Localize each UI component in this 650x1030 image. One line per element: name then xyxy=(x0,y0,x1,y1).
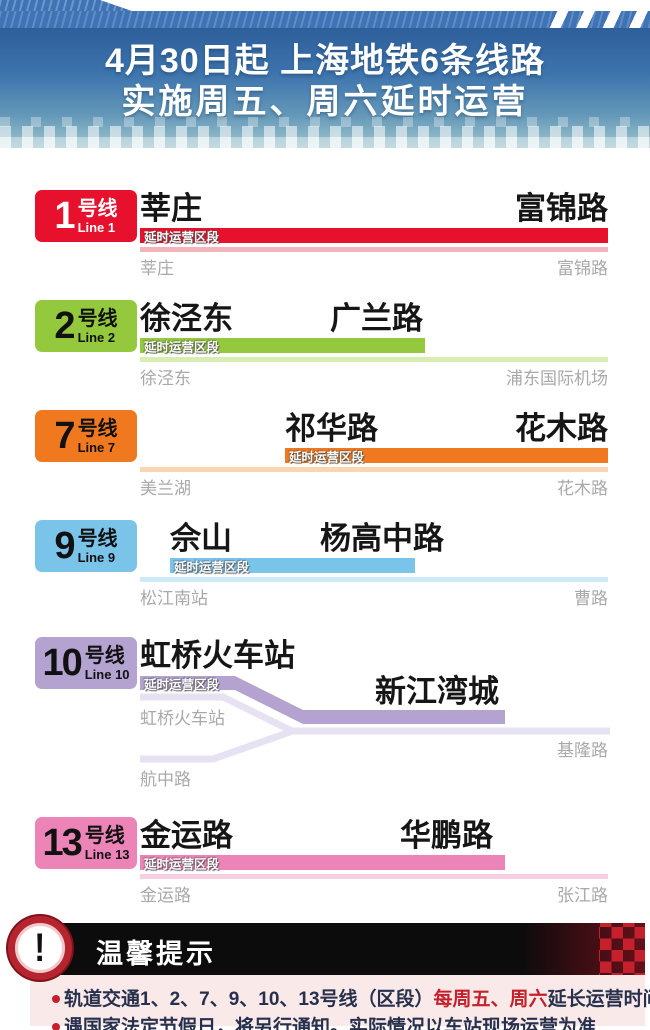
terminal-station: 华鹏路 xyxy=(400,818,493,853)
pixel-fade-row xyxy=(0,126,650,137)
line-suffix: 号线 xyxy=(77,527,118,550)
line-number: 9 xyxy=(54,525,75,567)
tips-header-bar: 温馨提示 xyxy=(30,923,645,975)
extended-segment-bar: 延时运营区段 xyxy=(140,338,425,354)
full-line-track xyxy=(140,577,608,582)
terminal-station: 富锦路 xyxy=(515,191,608,226)
line-number: 7 xyxy=(54,415,75,457)
line-10-section: 10 号线 Line 10 虹桥火车站 新江湾城 延时运营区段 虹桥火车站 基隆路… xyxy=(0,632,650,812)
segment-label: 延时运营区段 xyxy=(144,230,220,244)
terminal-station: 新江湾城 xyxy=(375,674,499,709)
line-endpoint: 美兰湖 xyxy=(140,479,191,498)
line-endpoint: 张江路 xyxy=(557,886,608,905)
segment-label: 延时运营区段 xyxy=(174,560,250,574)
line-7-section: 7 号线 Line 7 祁华路 花木路 延时运营区段 美兰湖 花木路 xyxy=(0,405,650,505)
line-endpoint: 莘庄 xyxy=(140,259,174,278)
header-gradient: 4月30日起 上海地铁6条线路 实施周五、周六延时运营 xyxy=(0,28,650,148)
terminal-station: 杨高中路 xyxy=(320,521,444,556)
line-13-section: 13 号线 Line 13 金运路 华鹏路 延时运营区段 金运路 张江路 xyxy=(0,812,650,912)
line-suffix: 号线 xyxy=(84,644,125,667)
terminal-station: 徐泾东 xyxy=(140,301,233,336)
line-endpoint: 虹桥火车站 xyxy=(140,709,225,728)
line-suffix: 号线 xyxy=(84,824,125,847)
line-suffix: 号线 xyxy=(77,417,118,440)
extended-segment-bar: 延时运营区段 xyxy=(170,558,415,574)
line-number: 13 xyxy=(42,822,82,864)
line-suffix: 号线 xyxy=(77,197,118,220)
tips-title: 温馨提示 xyxy=(96,939,216,969)
full-line-track xyxy=(140,467,608,472)
line-name-en: Line 13 xyxy=(84,846,130,862)
line-name-en: Line 9 xyxy=(77,549,116,565)
pixel-fade-row xyxy=(0,137,650,148)
line-endpoint: 徐泾东 xyxy=(140,369,191,388)
terminal-station: 佘山 xyxy=(170,521,232,556)
poster-title-line1: 4月30日起 上海地铁6条线路 xyxy=(104,42,546,80)
terminal-station: 莘庄 xyxy=(140,191,202,226)
line-endpoint: 曹路 xyxy=(574,589,608,608)
terminal-station: 虹桥火车站 xyxy=(140,638,295,673)
line-endpoint: 金运路 xyxy=(140,886,191,905)
line-endpoint: 松江南站 xyxy=(140,589,208,608)
line-number: 10 xyxy=(42,642,82,684)
terminal-station: 广兰路 xyxy=(330,301,423,336)
line-1-badge: 1 号线 Line 1 xyxy=(35,190,137,242)
segment-label: 延时运营区段 xyxy=(144,340,220,354)
segment-label: 延时运营区段 xyxy=(144,857,220,871)
exclamation-icon: ! xyxy=(8,916,72,980)
line-7-badge: 7 号线 Line 7 xyxy=(35,410,137,462)
line-endpoint: 基隆路 xyxy=(557,741,608,760)
line-9-section: 9 号线 Line 9 佘山 杨高中路 延时运营区段 松江南站 曹路 xyxy=(0,515,650,615)
poster-title-line2: 实施周五、周六延时运营 xyxy=(121,83,529,121)
line-number: 2 xyxy=(54,305,75,347)
line-name-en: Line 1 xyxy=(77,219,116,235)
line-endpoint: 航中路 xyxy=(140,770,191,789)
tip-text: 轨道交通1、2、7、9、10、13号线（区段） xyxy=(64,989,434,1010)
line-name-en: Line 2 xyxy=(77,329,116,345)
pixel-fade-row xyxy=(0,117,650,127)
line-13-badge: 13 号线 Line 13 xyxy=(35,817,137,869)
full-line-track xyxy=(140,357,608,362)
line-endpoint: 浦东国际机场 xyxy=(506,369,608,388)
tip-text: 遇国家法定节假日，将另行通知。实际情况以车站现场运营为准 xyxy=(64,1017,597,1030)
line-name-en: Line 10 xyxy=(84,666,130,682)
line-suffix: 号线 xyxy=(77,307,118,330)
red-checker-decoration xyxy=(599,923,645,975)
line-endpoint: 富锦路 xyxy=(557,259,608,278)
bullet-dot-icon xyxy=(52,1023,60,1030)
full-line-track xyxy=(140,247,608,252)
tip-highlight: 每周五、周六 xyxy=(433,989,548,1010)
terminal-station: 花木路 xyxy=(515,411,608,446)
tip-item: 轨道交通1、2、7、9、10、13号线（区段）每周五、周六延长运营时间。 xyxy=(52,984,650,1011)
extended-segment-bar: 延时运营区段 xyxy=(140,228,608,244)
full-line-track xyxy=(140,874,608,879)
segment-label: 延时运营区段 xyxy=(289,450,365,464)
line-10-branch-diagram xyxy=(140,676,610,763)
line-2-section: 2 号线 Line 2 徐泾东 广兰路 延时运营区段 徐泾东 浦东国际机场 xyxy=(0,295,650,395)
extended-segment-bar: 延时运营区段 xyxy=(285,448,608,464)
line-number: 1 xyxy=(54,195,75,237)
header-tab-decoration xyxy=(0,0,132,11)
line-9-badge: 9 号线 Line 9 xyxy=(35,520,137,572)
line-1-section: 1 号线 Line 1 莘庄 富锦路 延时运营区段 莘庄 富锦路 xyxy=(0,185,650,285)
segment-label: 延时运营区段 xyxy=(144,678,220,692)
terminal-station: 祁华路 xyxy=(285,411,378,446)
bullet-dot-icon xyxy=(52,995,60,1003)
header-banner: 4月30日起 上海地铁6条线路 实施周五、周六延时运营 xyxy=(0,0,650,148)
line-2-badge: 2 号线 Line 2 xyxy=(35,300,137,352)
terminal-station: 金运路 xyxy=(140,818,233,853)
tip-text: 延长运营时间。 xyxy=(547,989,650,1010)
tip-item: 遇国家法定节假日，将另行通知。实际情况以车站现场运营为准 xyxy=(52,1012,632,1030)
extended-segment-bar: 延时运营区段 xyxy=(140,855,505,871)
band-slash-decoration xyxy=(542,11,650,28)
line-endpoint: 花木路 xyxy=(557,479,608,498)
header-stripe-band xyxy=(0,11,650,28)
line-name-en: Line 7 xyxy=(77,439,116,455)
line-10-badge: 10 号线 Line 10 xyxy=(35,637,137,689)
